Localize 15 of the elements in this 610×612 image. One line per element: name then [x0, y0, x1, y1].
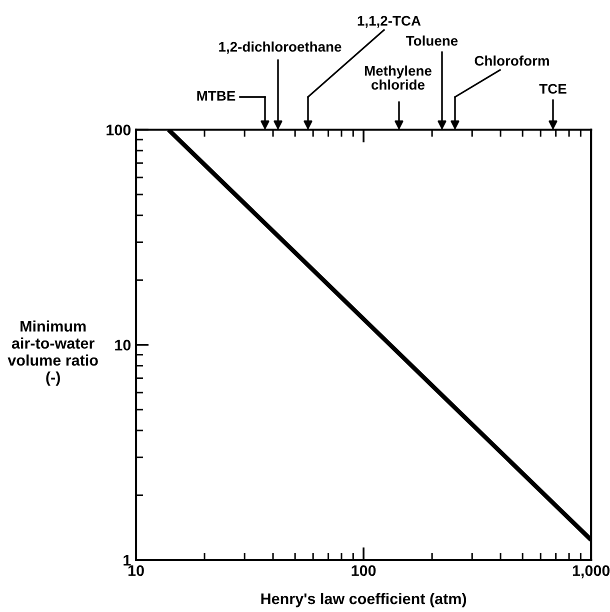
text: TCE	[539, 84, 566, 94]
y-axis-title: Minimum air-to-water volume ratio (-)	[8, 320, 98, 386]
text: Toluene	[406, 36, 458, 46]
x-axis-title: Henry's law coefficient (atm)	[261, 592, 466, 608]
text: MTBE	[197, 91, 236, 101]
y-tick-label: 10	[115, 340, 131, 351]
text: 1,2-dichloroethane	[219, 42, 342, 54]
y-tick-label: 1	[124, 555, 131, 566]
text: Methylene chloride	[364, 66, 432, 90]
text: Chloroform	[474, 56, 549, 66]
x-tick-label: 10	[128, 565, 144, 576]
y-tick-label: 100	[106, 124, 131, 136]
text: 1,1,2-TCA	[358, 16, 421, 28]
x-tick-label: 1,000	[572, 565, 610, 578]
x-tick-label: 100	[352, 565, 376, 576]
